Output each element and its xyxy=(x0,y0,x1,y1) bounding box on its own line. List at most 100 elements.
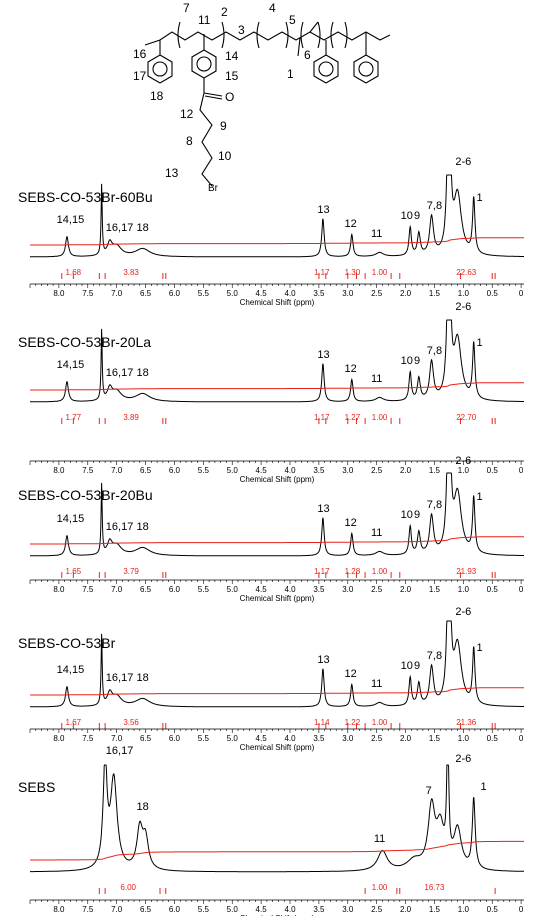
x-tick-label: 3.5 xyxy=(313,905,325,914)
x-tick-label: 5.0 xyxy=(227,585,239,594)
x-tick-label: 0.5 xyxy=(487,466,499,475)
peak-label: 7,8 xyxy=(427,345,442,357)
x-tick-label: 5.5 xyxy=(198,466,210,475)
peak-label: 1 xyxy=(476,642,482,654)
x-tick-label: 5.0 xyxy=(227,289,239,298)
x-tick-label: 3.5 xyxy=(313,466,325,475)
x-tick-label: 7.5 xyxy=(82,289,94,298)
peak-label: 16,17 xyxy=(106,672,134,684)
x-tick-label: 4.0 xyxy=(284,734,296,743)
peak-label: 9 xyxy=(414,210,420,222)
x-tick-label: 1.0 xyxy=(458,585,470,594)
struct-label: 12 xyxy=(180,107,194,121)
peak-label: 16,17 xyxy=(106,222,134,234)
struct-label: 6 xyxy=(304,48,311,62)
x-tick-label: 1.5 xyxy=(429,585,441,594)
peak-label: 16,17 xyxy=(106,521,134,533)
peak-label: 9 xyxy=(414,355,420,367)
peak-label: 9 xyxy=(414,509,420,521)
x-tick-label: 7.5 xyxy=(82,585,94,594)
x-tick-label: 8.0 xyxy=(53,905,65,914)
struct-label: 3 xyxy=(238,23,245,37)
x-tick-label: 1.0 xyxy=(458,734,470,743)
x-tick-label: 0 xyxy=(519,734,524,743)
peak-label: 12 xyxy=(345,218,357,230)
x-tick-label: 1.5 xyxy=(429,466,441,475)
x-tick-label: 7.0 xyxy=(111,466,123,475)
struct-label: 4 xyxy=(269,1,276,15)
x-tick-label: 6.5 xyxy=(140,585,152,594)
peak-label: 13 xyxy=(317,503,329,515)
peak-label: 11 xyxy=(371,678,382,690)
peak-label: 13 xyxy=(317,204,329,216)
integral-value: 1.00 xyxy=(372,413,388,422)
peak-label: 2-6 xyxy=(455,606,471,618)
x-axis-label: Chemical Shift (ppm) xyxy=(240,594,315,603)
peak-label: 14,15 xyxy=(57,664,85,676)
panel-title: SEBS-CO-53Br-20Bu xyxy=(18,487,153,503)
x-tick-label: 4.0 xyxy=(284,466,296,475)
peak-label: 10 xyxy=(401,509,413,521)
x-tick-label: 0 xyxy=(519,466,524,475)
x-tick-label: 3.5 xyxy=(313,585,325,594)
peak-label: 18 xyxy=(137,672,149,684)
peak-label: 11 xyxy=(371,228,382,240)
integral-value: 16.73 xyxy=(424,883,445,892)
structure-labels: 7 11 2 4 5 3 16 14 17 15 18 1 6 12 9 8 1… xyxy=(133,1,311,194)
integral-curve xyxy=(30,238,524,245)
x-tick-label: 1.5 xyxy=(429,734,441,743)
x-tick-label: 5.5 xyxy=(198,734,210,743)
struct-label: 18 xyxy=(150,89,164,103)
integral-value: 1.30 xyxy=(345,268,361,277)
x-tick-label: 8.0 xyxy=(53,734,65,743)
integral-value: 3.83 xyxy=(123,268,139,277)
panel-title: SEBS-CO-53Br-20La xyxy=(18,334,151,350)
integral-value: 21.36 xyxy=(456,718,477,727)
x-tick-label: 6.0 xyxy=(169,734,181,743)
integral-value: 1.67 xyxy=(66,718,82,727)
peak-label: 13 xyxy=(317,654,329,666)
integral-value: 1.00 xyxy=(372,567,388,576)
x-tick-label: 8.0 xyxy=(53,585,65,594)
integral-value: 3.79 xyxy=(123,567,139,576)
peak-label: 12 xyxy=(345,668,357,680)
x-tick-label: 4.5 xyxy=(256,905,268,914)
integral-value: 3.56 xyxy=(123,718,139,727)
x-tick-label: 3.0 xyxy=(342,905,354,914)
integral-value: 6.00 xyxy=(120,883,136,892)
peak-label: 1 xyxy=(476,337,482,349)
peak-label: 14,15 xyxy=(57,513,85,525)
x-tick-label: 6.5 xyxy=(140,466,152,475)
peak-label: 18 xyxy=(137,521,149,533)
integral-value: 1.00 xyxy=(372,268,388,277)
integral-value: 1.28 xyxy=(345,567,361,576)
peak-label: 11 xyxy=(371,527,382,539)
integral-value: 1.65 xyxy=(66,567,82,576)
peak-label: 7,8 xyxy=(427,499,442,511)
x-tick-label: 5.5 xyxy=(198,905,210,914)
integral-value: 1.17 xyxy=(314,567,330,576)
spectrum-panel: SEBS-CO-53Br-60Bu1.683.831.171.301.0022.… xyxy=(18,156,524,307)
spectrum-panel: SEBS-CO-53Br1.673.561.141.221.0021.3614,… xyxy=(18,606,524,752)
peak-label: 9 xyxy=(414,660,420,672)
struct-label: 15 xyxy=(225,69,239,83)
x-tick-label: 1.0 xyxy=(458,289,470,298)
integral-value: 22.70 xyxy=(456,413,477,422)
struct-label: 2 xyxy=(221,5,228,19)
struct-label: 7 xyxy=(183,1,190,15)
x-tick-label: 2.5 xyxy=(371,585,383,594)
peak-label: 7,8 xyxy=(427,650,442,662)
spectrum-line xyxy=(30,765,524,872)
x-tick-label: 4.5 xyxy=(256,585,268,594)
x-tick-label: 0 xyxy=(519,585,524,594)
x-tick-label: 0 xyxy=(519,289,524,298)
x-tick-label: 0 xyxy=(519,905,524,914)
x-tick-label: 4.5 xyxy=(256,466,268,475)
peak-label: 16,17 xyxy=(106,745,134,757)
x-tick-label: 4.0 xyxy=(284,585,296,594)
x-tick-label: 3.0 xyxy=(342,585,354,594)
x-tick-label: 2.5 xyxy=(371,289,383,298)
spectrum-panel: SEBS-CO-53Br-20La1.773.891.171.271.0022.… xyxy=(18,301,524,484)
x-tick-label: 7.0 xyxy=(111,734,123,743)
